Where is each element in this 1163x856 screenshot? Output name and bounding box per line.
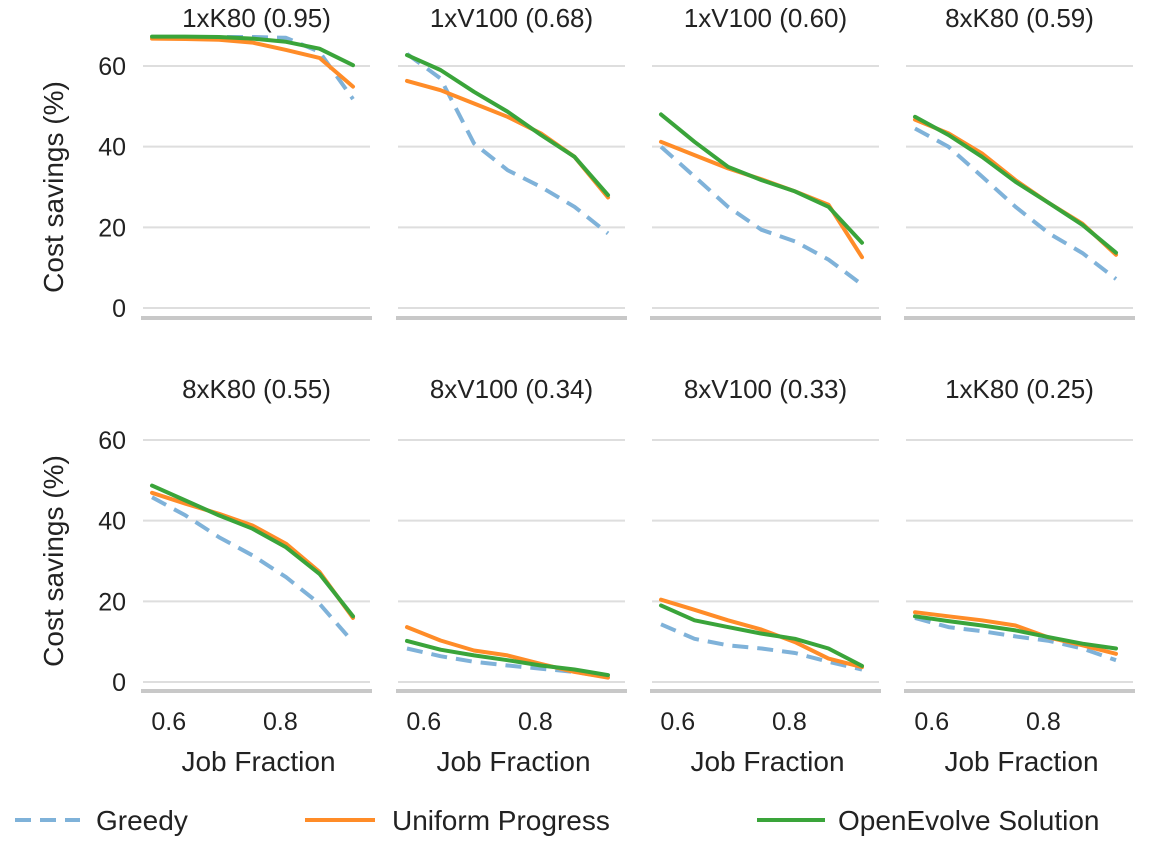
y-tick-label: 20 bbox=[98, 588, 126, 616]
legend-uniform-label: Uniform Progress bbox=[392, 805, 610, 836]
panel-title: 8xK80 (0.59) bbox=[945, 3, 1094, 33]
panel-title: 1xK80 (0.95) bbox=[182, 3, 331, 33]
y-tick-label: 40 bbox=[98, 508, 126, 536]
x-tick-label: 0.8 bbox=[772, 708, 807, 736]
series-line-greedy bbox=[405, 52, 610, 235]
y-axis-label: Cost savings (%) bbox=[38, 81, 69, 293]
y-tick-label: 20 bbox=[98, 214, 126, 242]
panel: 1xV100 (0.68) bbox=[396, 3, 627, 320]
panel-title: 8xK80 (0.55) bbox=[182, 374, 331, 404]
x-tick-label: 0.8 bbox=[518, 708, 553, 736]
x-axis-label: Job Fraction bbox=[436, 746, 590, 777]
x-tick-label: 0.6 bbox=[660, 708, 695, 736]
series-line-uniform-progress bbox=[913, 117, 1118, 257]
panel: 1xK80 (0.25) 0.6 0.8 Job Fraction bbox=[904, 374, 1135, 777]
series-line-openevolve-solution bbox=[659, 603, 864, 668]
series-line-uniform-progress bbox=[659, 597, 864, 670]
panel: 1xK80 (0.95) 0 20 40 60 Cost savings (%) bbox=[38, 3, 372, 323]
series-line-uniform-progress bbox=[405, 625, 610, 680]
series-line-openevolve-solution bbox=[150, 34, 355, 68]
series-line-greedy bbox=[151, 495, 355, 644]
series-line-greedy bbox=[914, 615, 1117, 663]
series-line-openevolve-solution bbox=[150, 483, 355, 619]
y-tick-label: 60 bbox=[98, 427, 126, 455]
panel-title: 1xV100 (0.68) bbox=[430, 3, 593, 33]
panel-title: 1xK80 (0.25) bbox=[945, 374, 1094, 404]
x-tick-label: 0.8 bbox=[263, 708, 298, 736]
x-tick-label: 0.6 bbox=[406, 708, 441, 736]
panel: 8xV100 (0.33) 0.6 0.8 Job Fraction bbox=[650, 374, 881, 777]
panel-title: 8xV100 (0.33) bbox=[684, 374, 847, 404]
series-line-greedy bbox=[660, 622, 863, 672]
panel: 1xV100 (0.60) bbox=[650, 3, 881, 320]
y-axis-label: Cost savings (%) bbox=[38, 455, 69, 667]
y-tick-label: 0 bbox=[112, 295, 126, 323]
panel: 8xV100 (0.34) 0.6 0.8 Job Fraction bbox=[396, 374, 627, 777]
legend-greedy-label: Greedy bbox=[96, 805, 188, 836]
legend: Greedy Uniform Progress OpenEvolve Solut… bbox=[15, 805, 1100, 836]
x-tick-label: 0.6 bbox=[151, 708, 186, 736]
panels: 1xK80 (0.95) 0 20 40 60 Cost savings (%) 1xV10… bbox=[38, 3, 1135, 777]
y-tick-label: 60 bbox=[98, 53, 126, 81]
x-tick-label: 0.6 bbox=[914, 708, 949, 736]
legend-openevolve-label: OpenEvolve Solution bbox=[838, 805, 1100, 836]
series-line-greedy bbox=[659, 145, 864, 287]
x-axis-label: Job Fraction bbox=[181, 746, 335, 777]
series-line-greedy bbox=[914, 126, 1118, 281]
x-axis-label: Job Fraction bbox=[944, 746, 1098, 777]
panel-title: 1xV100 (0.60) bbox=[684, 3, 847, 33]
series-line-openevolve-solution bbox=[913, 614, 1118, 651]
series-line-uniform-progress bbox=[150, 36, 355, 89]
panel: 8xK80 (0.59) bbox=[904, 3, 1135, 320]
series-line-uniform-progress bbox=[659, 139, 864, 260]
series-line-uniform-progress bbox=[405, 78, 610, 200]
x-axis-label: Job Fraction bbox=[690, 746, 844, 777]
y-tick-label: 0 bbox=[112, 669, 126, 697]
series-line-openevolve-solution bbox=[913, 114, 1118, 255]
x-tick-label: 0.8 bbox=[1026, 708, 1061, 736]
series-line-openevolve-solution bbox=[659, 112, 864, 245]
series-line-uniform-progress bbox=[913, 610, 1118, 656]
y-tick-label: 40 bbox=[98, 134, 126, 162]
series-line-greedy bbox=[406, 646, 609, 680]
panel-title: 8xV100 (0.34) bbox=[430, 374, 593, 404]
panel: 8xK80 (0.55) 0 20 40 60 0.6 0.8 Job Fraction Cos… bbox=[38, 374, 372, 777]
series-line-openevolve-solution bbox=[405, 638, 610, 678]
series-line-openevolve-solution bbox=[405, 53, 610, 198]
series-line-greedy bbox=[152, 35, 355, 101]
